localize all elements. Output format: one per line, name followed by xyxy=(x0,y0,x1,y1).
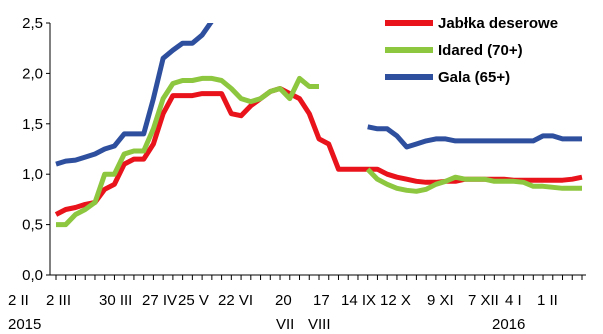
x-tick-label: 2 II xyxy=(8,292,29,309)
series-line-2 xyxy=(55,23,214,167)
x-tick-label: 14 IX xyxy=(341,292,376,309)
x-tick-label: 17 xyxy=(313,292,330,309)
x-tick-label: 7 XII xyxy=(468,292,499,309)
x-tick-label-row2: 2015 xyxy=(8,316,41,333)
x-tick-label-row2: VIII xyxy=(308,316,331,333)
legend-label-0: Jabłka deserowe xyxy=(438,15,558,32)
x-tick-label: 1 II xyxy=(537,292,558,309)
y-tick-label: 2,5 xyxy=(22,15,43,32)
legend-label-2: Gala (65+) xyxy=(438,69,510,86)
x-tick-label: 12 X xyxy=(380,292,411,309)
legend: Jabłka deserowe Idared (70+) Gala (65+) xyxy=(385,15,558,86)
x-tick-labels: 2 II 2 III 30 III 27 IV 25 V 22 VI 20 17 14 IX 12… xyxy=(8,292,558,333)
x-tick-label: 27 IV xyxy=(142,292,177,309)
x-tick-label: 30 III xyxy=(99,292,132,309)
series-line-1 xyxy=(56,75,319,228)
y-tick-label: 0,5 xyxy=(22,217,43,234)
x-tick-label: 22 VI xyxy=(218,292,253,309)
y-tick-label: 1,5 xyxy=(22,116,43,133)
series-lines xyxy=(54,23,583,228)
y-tick-label: 1,0 xyxy=(22,166,43,183)
y-tick-label: 2,0 xyxy=(22,65,43,82)
series-line-2 xyxy=(367,124,582,150)
x-tick-label-row2: 2016 xyxy=(492,316,525,333)
x-tick-label: 20 xyxy=(275,292,292,309)
axes xyxy=(49,23,586,276)
x-tick-label: 25 V xyxy=(178,292,209,309)
x-tick-label: 2 III xyxy=(46,292,71,309)
y-ticks: 0,0 0,5 1,0 1,5 2,0 2,5 xyxy=(22,15,50,284)
x-tick-label: 9 XI xyxy=(427,292,454,309)
legend-label-1: Idared (70+) xyxy=(438,42,523,59)
y-tick-label: 0,0 xyxy=(22,267,43,284)
x-tick-label-row2: VII xyxy=(276,316,294,333)
series-line-1 xyxy=(365,167,582,194)
x-tick-label: 4 I xyxy=(505,292,522,309)
x-ticks xyxy=(55,275,583,280)
